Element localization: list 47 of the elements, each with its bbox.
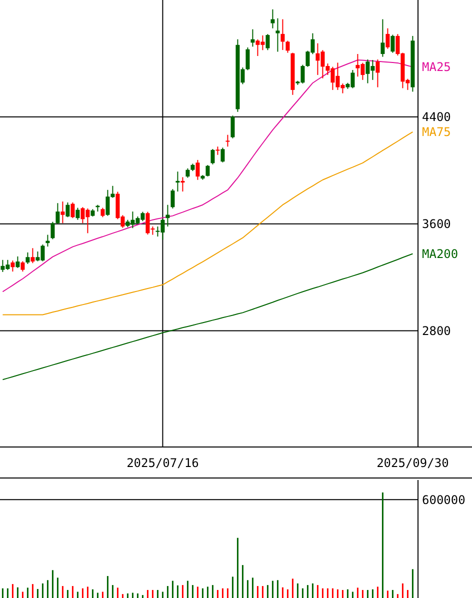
series-label: MA200 (422, 246, 458, 261)
y-tick-label: 2800 (422, 324, 451, 338)
candlestick (390, 34, 395, 54)
candlestick (26, 252, 30, 264)
candlestick (250, 28, 255, 48)
candlestick (210, 148, 215, 165)
candlestick (100, 207, 105, 218)
candlestick (170, 188, 175, 209)
candlestick (56, 202, 60, 224)
x-tick-label: 2025/07/16 (126, 456, 199, 470)
candlestick (60, 201, 65, 224)
candlestick (166, 204, 170, 228)
series-label: MA75 (422, 125, 451, 140)
candlestick (266, 34, 270, 51)
candlestick (16, 256, 20, 268)
candlestick (226, 134, 230, 148)
candlestick (10, 260, 15, 272)
candlestick (380, 18, 385, 58)
x-tick-label: 2025/09/30 (376, 456, 449, 470)
candlestick (286, 40, 290, 54)
candlestick (206, 164, 210, 177)
candlestick (76, 207, 80, 220)
candlestick (70, 202, 75, 219)
candlestick (246, 46, 250, 71)
candlestick (50, 221, 55, 240)
candlestick (276, 18, 280, 52)
candlestick (280, 18, 285, 50)
candlestick (386, 28, 390, 50)
candlestick (20, 260, 25, 272)
candlestick (270, 8, 275, 29)
line-series (2, 60, 414, 292)
candlestick (186, 168, 190, 178)
y-tick-label: 4400 (422, 110, 451, 124)
candlestick (66, 202, 70, 218)
candlestick (230, 115, 235, 139)
candlestick (176, 171, 180, 192)
candlestick (220, 147, 225, 163)
candlestick (180, 176, 185, 192)
candlestick (30, 248, 35, 264)
line-series (2, 131, 414, 316)
line-series (2, 253, 414, 380)
candlestick (376, 58, 380, 88)
series-label: MA25 (422, 60, 451, 74)
y-tick-label: 3600 (422, 217, 451, 232)
candlestick (196, 159, 200, 180)
y-tick-label: 600000 (422, 492, 466, 507)
candlestick (216, 146, 220, 156)
